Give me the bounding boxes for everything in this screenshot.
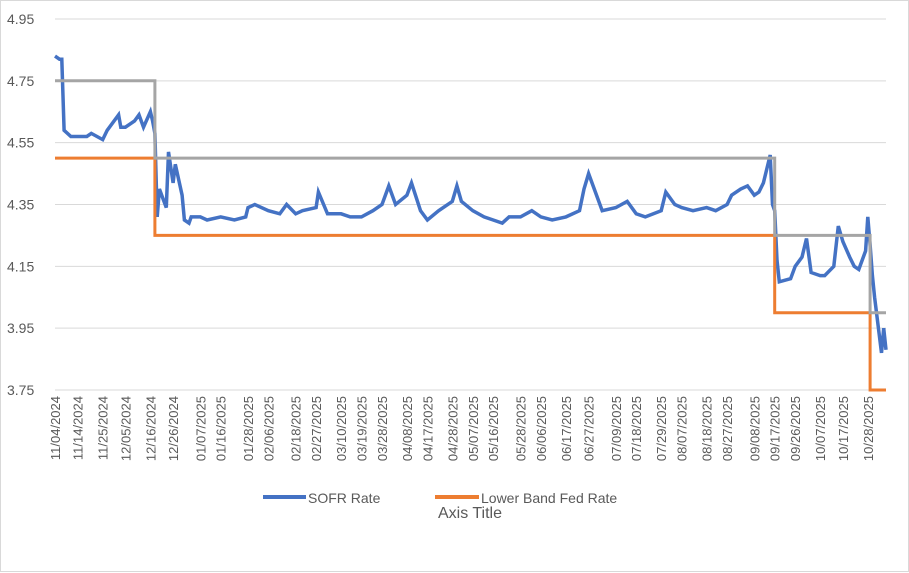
x-tick-label: 05/28/2025	[513, 396, 528, 461]
x-tick-label: 03/19/2025	[355, 396, 370, 461]
x-tick-label: 10/17/2025	[836, 396, 851, 461]
y-tick-label: 3.95	[7, 320, 34, 336]
legend-label-lower-band: Lower Band Fed Rate	[481, 490, 617, 506]
y-tick-label: 4.15	[7, 258, 34, 274]
x-tick-label: 11/04/2024	[48, 396, 63, 460]
x-tick-label: 11/14/2024	[71, 396, 86, 460]
x-tick-label: 05/16/2025	[486, 396, 501, 461]
x-tick-label: 04/28/2025	[445, 396, 460, 461]
x-tick-label: 09/26/2025	[788, 396, 803, 461]
x-tick-label: 03/28/2025	[375, 396, 390, 461]
x-tick-label: 10/28/2025	[861, 396, 876, 461]
x-tick-label: 07/29/2025	[654, 396, 669, 461]
x-tick-label: 08/27/2025	[720, 396, 735, 461]
x-tick-label: 03/10/2025	[334, 396, 349, 461]
x-tick-label: 06/27/2025	[582, 396, 597, 461]
series-line-upper-band	[55, 79, 886, 315]
x-tick-label: 07/09/2025	[609, 396, 624, 461]
series-line-lower-band	[55, 156, 886, 392]
y-tick-label: 3.75	[7, 382, 34, 398]
x-tick-label: 02/06/2025	[261, 396, 276, 461]
x-tick-label: 09/08/2025	[747, 396, 762, 461]
x-axis-title: Axis Title	[438, 505, 502, 522]
x-tick-label: 11/25/2024	[96, 396, 111, 460]
x-tick-label: 01/07/2025	[193, 396, 208, 461]
series-line-sofr	[54, 54, 888, 354]
x-tick-label: 06/17/2025	[559, 396, 574, 461]
x-tick-label: 06/06/2025	[534, 396, 549, 461]
x-tick-label: 02/27/2025	[309, 396, 324, 461]
x-tick-label: 12/16/2024	[143, 396, 158, 461]
legend-label-sofr: SOFR Rate	[308, 490, 381, 506]
x-tick-label: 01/16/2025	[214, 396, 229, 461]
x-tick-label: 02/18/2025	[289, 396, 304, 461]
x-tick-label: 12/26/2024	[166, 396, 181, 461]
x-tick-label: 10/07/2025	[813, 396, 828, 461]
x-tick-label: 12/05/2024	[118, 396, 133, 461]
y-tick-label: 4.55	[7, 135, 34, 151]
x-tick-label: 09/17/2025	[768, 396, 783, 461]
x-tick-label: 08/18/2025	[700, 396, 715, 461]
x-tick-label: 04/08/2025	[400, 396, 415, 461]
x-tick-label: 05/07/2025	[466, 396, 481, 461]
y-tick-label: 4.35	[7, 197, 34, 213]
y-tick-label: 4.95	[7, 11, 34, 27]
x-tick-label: 04/17/2025	[420, 396, 435, 461]
x-tick-label: 01/28/2025	[241, 396, 256, 461]
x-tick-label: 08/07/2025	[675, 396, 690, 461]
y-tick-label: 4.75	[7, 73, 34, 89]
x-tick-label: 07/18/2025	[629, 396, 644, 461]
